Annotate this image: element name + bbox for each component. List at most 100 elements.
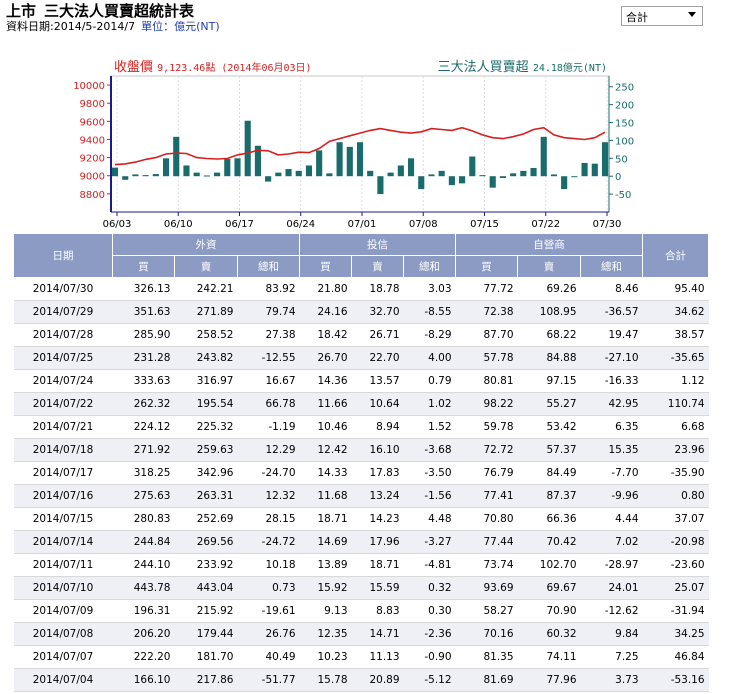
row-value: 4.00 <box>403 346 456 370</box>
table-row: 2014/07/07 222.20 181.70 40.49 10.23 11.13 -0.… <box>13 645 709 669</box>
row-value: 13.89 <box>299 553 352 577</box>
row-value: 12.29 <box>237 438 300 462</box>
table-row: 2014/07/11 244.10 233.92 10.18 13.89 18.71 -4.… <box>13 553 709 577</box>
row-value: 24.01 <box>580 576 643 600</box>
row-date: 2014/07/15 <box>13 507 113 531</box>
row-value: 8.83 <box>351 599 404 623</box>
net-bar <box>214 172 221 177</box>
row-value: 9.84 <box>580 622 643 646</box>
row-value: -7.70 <box>580 461 643 485</box>
row-value: 70.90 <box>517 599 581 623</box>
net-bar <box>132 174 139 177</box>
row-value: 80.81 <box>455 369 518 393</box>
table-row: 2014/07/14 244.84 269.56 -24.72 14.69 17.96 -3… <box>13 530 709 554</box>
row-value: 60.32 <box>517 622 581 646</box>
row-value: 69.26 <box>517 277 581 301</box>
row-value: 46.84 <box>642 645 709 669</box>
net-bar <box>173 136 180 177</box>
row-value: 16.67 <box>237 369 300 393</box>
row-date: 2014/07/16 <box>13 484 113 508</box>
table-row: 2014/07/08 206.20 179.44 26.76 12.35 14.71 -2.… <box>13 622 709 646</box>
table-row: 2014/07/15 280.83 252.69 28.15 18.71 14.23 4.4… <box>13 507 709 531</box>
row-value: -35.90 <box>642 461 709 485</box>
net-bar <box>499 176 506 178</box>
row-value: 77.72 <box>455 277 518 301</box>
row-value: 77.96 <box>517 668 581 692</box>
table-row: 2014/07/29 351.63 271.89 79.74 24.16 32.70 -8.… <box>13 300 709 324</box>
row-value: 222.20 <box>112 645 175 669</box>
row-value: 40.49 <box>237 645 300 669</box>
table-row: 2014/07/22 262.32 195.54 66.78 11.66 10.64 1.0… <box>13 392 709 416</box>
row-value: 19.47 <box>580 323 643 347</box>
row-value: 83.92 <box>237 277 300 301</box>
row-date: 2014/07/18 <box>13 438 113 462</box>
row-value: 73.74 <box>455 553 518 577</box>
row-value: 79.74 <box>237 300 300 324</box>
right-tick-label: 50 <box>615 154 628 165</box>
row-value: -51.77 <box>237 668 300 692</box>
net-label: 三大法人買賣超 <box>437 60 529 75</box>
row-value: 24.16 <box>299 300 352 324</box>
row-value: 17.83 <box>351 461 404 485</box>
row-value: 215.92 <box>174 599 238 623</box>
header-trust: 投信 <box>299 233 457 256</box>
row-value: 326.13 <box>112 277 175 301</box>
net-bar <box>356 142 364 177</box>
net-bar <box>407 158 415 177</box>
row-value: 14.23 <box>351 507 404 531</box>
net-bar <box>346 146 353 177</box>
close-price-value: 9,123.46點 (2014年06月03日) <box>157 63 312 74</box>
row-value: 12.42 <box>299 438 352 462</box>
close-price-legend: 收盤價 9,123.46點 (2014年06月03日) <box>114 56 312 75</box>
row-value: 70.42 <box>517 530 581 554</box>
row-value: 34.62 <box>642 300 709 324</box>
header-date: 日期 <box>13 233 113 278</box>
row-date: 2014/07/08 <box>13 622 113 646</box>
row-value: 11.68 <box>299 484 352 508</box>
row-value: 21.80 <box>299 277 352 301</box>
row-value: 26.70 <box>299 346 352 370</box>
row-value: 181.70 <box>174 645 238 669</box>
row-value: 11.13 <box>351 645 404 669</box>
row-value: 342.96 <box>174 461 238 485</box>
row-value: -27.10 <box>580 346 643 370</box>
table-row: 2014/07/18 271.92 259.63 12.29 12.42 16.10 -3.… <box>13 438 709 462</box>
row-value: 26.71 <box>351 323 404 347</box>
right-tick-label: 250 <box>615 83 634 94</box>
row-value: 3.03 <box>403 277 456 301</box>
net-bar <box>275 172 282 177</box>
summary-select[interactable]: 合計 <box>621 6 703 26</box>
row-value: 11.66 <box>299 392 352 416</box>
row-value: -28.97 <box>580 553 643 577</box>
row-value: -3.50 <box>403 461 456 485</box>
row-value: 0.79 <box>403 369 456 393</box>
x-tick-label: 07/01 <box>348 219 377 230</box>
net-bar <box>530 167 537 177</box>
market-label: 上市 <box>6 2 37 20</box>
x-tick-label: 06/10 <box>164 219 193 230</box>
row-value: -4.81 <box>403 553 456 577</box>
close-price-label: 收盤價 <box>114 60 154 75</box>
row-value: 15.59 <box>351 576 404 600</box>
row-value: 25.07 <box>642 576 709 600</box>
net-bar <box>183 165 190 177</box>
row-value: -2.36 <box>403 622 456 646</box>
row-value: 1.02 <box>403 392 456 416</box>
net-bar <box>122 176 129 180</box>
row-value: 32.70 <box>351 300 404 324</box>
row-date: 2014/07/21 <box>13 415 113 439</box>
net-bar <box>367 170 374 177</box>
row-value: 14.71 <box>351 622 404 646</box>
row-value: 58.27 <box>455 599 518 623</box>
row-value: 9.13 <box>299 599 352 623</box>
x-tick-label: 07/22 <box>531 219 560 230</box>
row-value: 242.21 <box>174 277 238 301</box>
row-value: 98.22 <box>455 392 518 416</box>
row-value: -24.72 <box>237 530 300 554</box>
x-tick-label: 06/17 <box>225 219 254 230</box>
row-value: -36.57 <box>580 300 643 324</box>
left-tick-label: 9000 <box>80 172 105 183</box>
left-tick-label: 9800 <box>80 99 105 110</box>
institutional-chart: 06/03 06/10 06/17 06/24 07/01 07/08 07/15 07/22… <box>73 75 634 230</box>
table-row: 2014/07/17 318.25 342.96 -24.70 14.33 17.83 -3… <box>13 461 709 485</box>
